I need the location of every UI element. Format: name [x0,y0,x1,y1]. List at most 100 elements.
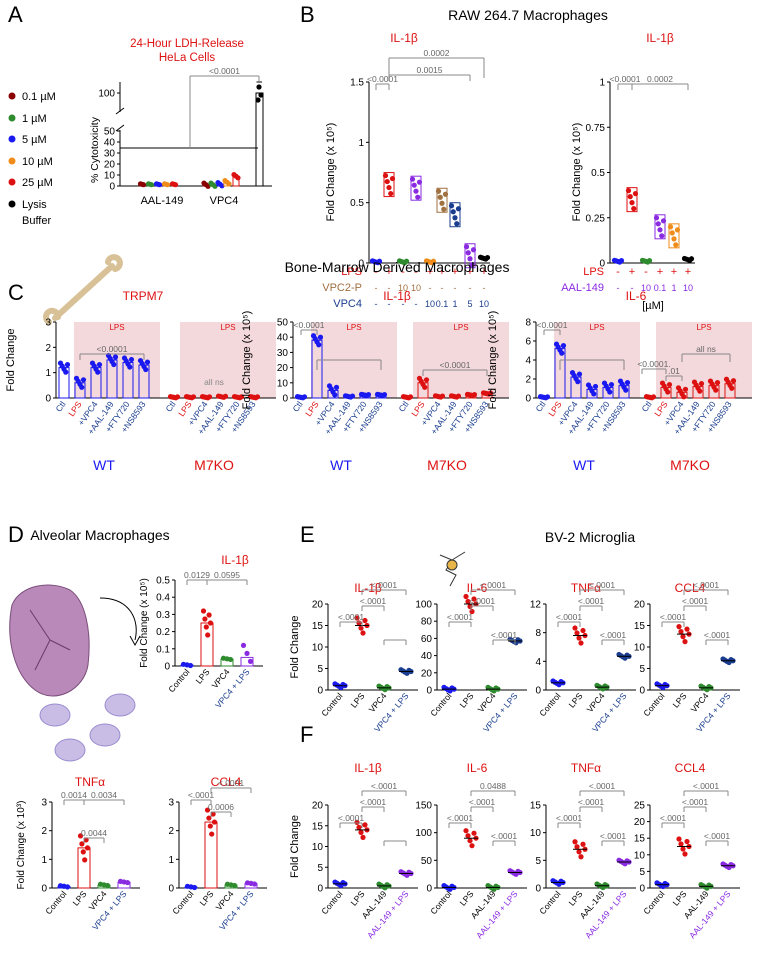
vpc4-cell: 5 [467,299,472,309]
lps-cell: + [439,266,445,278]
vpc2p-cell: - [429,283,432,293]
p-value: <.0001 [704,630,731,640]
y-axis-label: Fold Change (x 10⁵) [139,578,150,668]
tick-label: 10 [277,378,289,389]
data-point [646,257,653,264]
data-point [247,658,254,665]
data-point [79,384,85,390]
tick-label: 0 [317,884,323,895]
data-point [484,254,491,261]
tick-label: 0 [317,686,323,697]
data-point [80,849,86,855]
data-point [227,656,234,663]
tick-label: 20 [634,600,646,611]
x-category-label: LPS [671,889,689,908]
p-value: <.0001 [218,778,245,788]
chart-title: TNFα [571,761,601,775]
chart-title: IL-1β [390,31,418,45]
tick-label: 10 [312,842,324,853]
data-point [465,833,471,839]
x-category-label: Control [641,691,666,719]
data-point [209,831,215,837]
data-point [128,356,135,363]
tick-label: 3 [41,798,47,809]
data-point [729,385,735,391]
y-axis-label: Fold Change [289,815,301,878]
arrow-icon [99,597,137,641]
tick-label: 0 [282,394,288,405]
tick-label: 0 [358,259,364,270]
legend-label: 0.1 µM [22,91,56,103]
data-point [256,84,262,90]
data-point [207,823,213,829]
data-point [354,819,360,826]
data-point [384,178,390,185]
x-category-label: Control [537,889,562,917]
panel-b-title: RAW 264.7 Macrophages [448,7,608,23]
data-point [422,384,428,390]
tick-label: 5 [317,664,323,675]
lps-cell: - [644,266,648,278]
data-point [127,364,133,370]
chart-title: IL-6 [467,761,488,775]
data-point [487,390,494,396]
data-point [574,630,580,636]
tick-label: 0.5 [156,576,170,587]
data-point [386,184,392,191]
data-point [205,632,211,638]
lps-cell: + [685,266,691,278]
box [654,214,666,240]
data-point [623,387,629,393]
tick-label: 0 [164,662,170,673]
p-value: <.0001 [578,596,605,606]
data-point [632,191,639,197]
p-value: <.0001 [589,580,616,590]
p-value: <.0001 [447,813,474,823]
chart-title: IL-1β [354,581,382,595]
data-point [362,822,368,828]
data-point [618,257,625,264]
y-axis-label: Fold Change [289,616,301,679]
data-point [469,843,475,849]
vpc4-cell: 0.1 [436,299,449,309]
tick-label: 2 [45,343,51,354]
data-point [187,662,194,669]
data-point [416,179,423,185]
tick-label: 10 [530,828,542,839]
data-point [471,830,477,836]
data-point [657,227,663,233]
data-point [467,838,473,844]
x-category-label: Control [641,889,666,917]
data-point [463,244,470,250]
tick-label: 0 [639,884,645,895]
aal-cell: - [631,283,634,293]
data-point [423,377,430,383]
y-axis-label: Fold Change (x 10⁵) [241,311,253,410]
data-point [678,841,684,847]
data-point [430,258,437,264]
lps-cell: - [374,266,378,278]
tick-label: 2 [41,826,47,837]
lps-label: LPS [589,323,604,332]
unit-label: [µM] [642,300,664,312]
p-value: <0.0001 [209,66,240,76]
data-point [682,639,688,645]
genotype-label: M7KO [194,457,234,473]
legend-label: Lysis [22,199,47,211]
bone-icon [43,254,123,325]
data-point [676,624,682,630]
chart-title: IL-1β [383,289,411,303]
p-value: all ns [204,377,224,387]
lps-cell: + [481,266,487,278]
axis-break [115,107,125,115]
data-point [608,381,615,388]
data-point [730,378,737,384]
tick-label: 0 [426,884,432,895]
data-point [698,381,705,387]
chart-title: CCL4 [675,761,706,775]
data-point [376,258,383,264]
data-point [360,834,366,841]
tick-label: 0.3 [156,610,170,621]
chart-title: IL-1β [646,31,674,45]
tick-label: 10 [312,643,324,654]
